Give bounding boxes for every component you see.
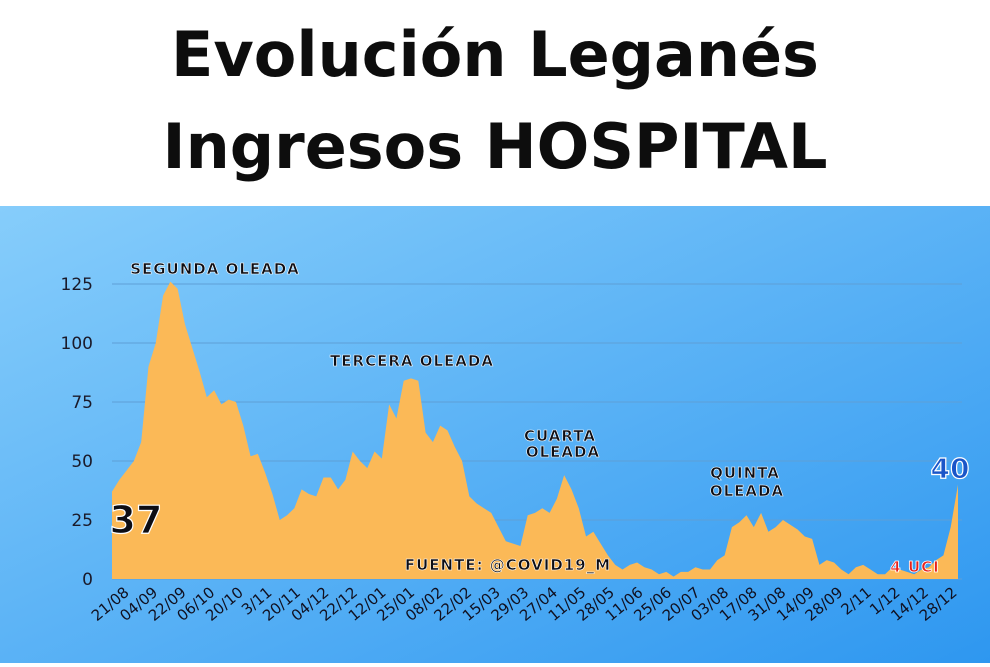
y-tick-label: 125: [61, 275, 93, 295]
area-series-hospital-admissions: [112, 281, 958, 579]
annotation-source: FUENTE: @COVID19_M: [405, 556, 611, 574]
annotation-quinta: QUINTA: [710, 464, 780, 482]
annotation-last-value: 40: [931, 452, 970, 485]
y-tick-label: 50: [71, 452, 93, 472]
chart-title-line-1: Evolución Leganés: [171, 18, 819, 91]
annotation-quinta-oleada: OLEADA: [710, 482, 784, 500]
annotation-cuarta: CUARTA: [524, 427, 596, 445]
chart-title-line-2: Ingresos HOSPITAL: [162, 110, 828, 183]
annotation-segunda-oleada: SEGUNDA OLEADA: [130, 260, 300, 278]
area-chart: 025507510012521/0804/0922/0906/1020/103/…: [0, 206, 990, 663]
annotation-uci: 4 UCI: [890, 558, 939, 576]
y-tick-label: 25: [71, 511, 93, 531]
annotation-cuarta-oleada: OLEADA: [526, 443, 600, 461]
annotation-first-value: 37: [110, 498, 163, 542]
series-area: [112, 281, 958, 579]
y-tick-label: 100: [61, 334, 93, 354]
chart-panel: 0 25 50 75 100 125 21/08 04/09 22/09 06/10 20/10 3/…: [0, 206, 990, 663]
y-tick-label: 75: [71, 393, 93, 413]
annotation-tercera-oleada: TERCERA OLEADA: [330, 352, 494, 370]
y-tick-label: 0: [82, 570, 93, 590]
